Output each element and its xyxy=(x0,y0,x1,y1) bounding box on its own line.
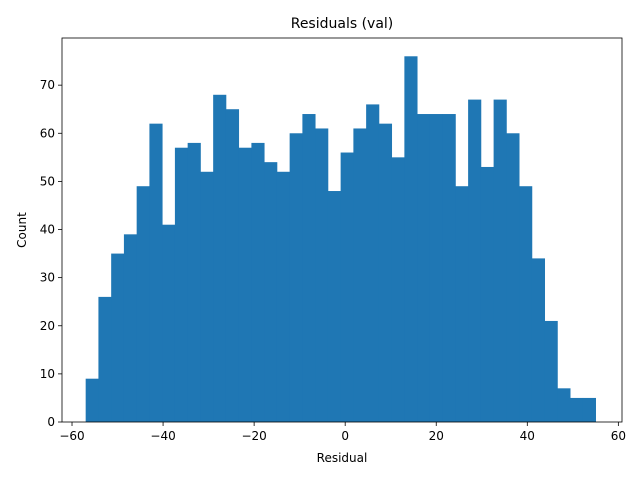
x-tick-label: −60 xyxy=(59,429,84,443)
histogram-bar xyxy=(98,296,112,422)
histogram-bar xyxy=(149,123,163,422)
y-tick-label: 40 xyxy=(40,223,55,237)
histogram-bar xyxy=(276,171,291,422)
histogram-bar xyxy=(162,224,176,422)
histogram-bar xyxy=(391,157,405,422)
histogram-bar xyxy=(123,234,138,422)
x-tick-label: −40 xyxy=(150,429,175,443)
histogram-bar xyxy=(85,378,99,422)
histogram-bar xyxy=(238,147,252,422)
histogram-bar xyxy=(506,133,520,422)
y-tick-label: 60 xyxy=(40,126,55,140)
y-tick-label: 30 xyxy=(40,271,55,285)
histogram-bar xyxy=(480,166,495,422)
histogram-bar xyxy=(264,162,278,422)
histogram-bar xyxy=(557,388,571,422)
histogram-bar xyxy=(366,104,380,423)
histogram-bar xyxy=(213,94,227,422)
x-tick-label: 60 xyxy=(611,429,626,443)
x-tick-label: −20 xyxy=(241,429,266,443)
histogram-bar xyxy=(225,109,240,422)
histogram-bar xyxy=(187,142,201,422)
histogram-bar xyxy=(531,258,546,422)
y-tick-label: 0 xyxy=(47,415,55,429)
histogram-bar xyxy=(455,186,469,422)
histogram-bar xyxy=(570,397,584,422)
y-axis-ticks: 0 10 20 30 40 50 60 70 xyxy=(40,78,62,429)
x-tick-label: 20 xyxy=(429,429,444,443)
histogram-bar xyxy=(417,114,431,422)
histogram-bar xyxy=(340,152,354,423)
y-tick-label: 70 xyxy=(40,78,55,92)
histogram-bar xyxy=(315,128,329,422)
x-tick-label: 40 xyxy=(520,429,535,443)
histogram-bar xyxy=(544,320,558,422)
y-tick-label: 10 xyxy=(40,367,55,381)
chart-title: Residuals (val) xyxy=(291,16,394,32)
histogram-bar xyxy=(289,133,303,422)
y-tick-label: 50 xyxy=(40,174,55,188)
x-axis-label: Residual xyxy=(317,451,368,465)
histogram-bar xyxy=(442,114,456,422)
histogram-bar xyxy=(404,56,418,423)
histogram-bar xyxy=(327,191,342,422)
histogram-bar xyxy=(493,99,507,422)
histogram-bar xyxy=(519,186,533,422)
histogram-bar xyxy=(468,99,482,422)
y-tick-label: 20 xyxy=(40,319,55,333)
histogram-bar xyxy=(174,147,189,422)
plot-frame xyxy=(61,37,623,423)
histogram-bar xyxy=(136,186,150,422)
histogram-bar xyxy=(302,114,316,422)
histogram-bar xyxy=(200,171,214,422)
histogram-bars xyxy=(85,56,596,423)
x-tick-label: 0 xyxy=(341,429,349,443)
y-axis-label: Count xyxy=(15,212,29,248)
histogram-bar xyxy=(111,253,125,422)
histogram-bar xyxy=(251,142,265,422)
histogram-bar xyxy=(429,114,444,422)
x-axis-ticks: −60 −40 −20 0 20 40 60 xyxy=(59,422,626,443)
histogram-bar xyxy=(582,397,596,422)
histogram-bar xyxy=(378,123,393,422)
histogram-bar xyxy=(353,128,367,422)
